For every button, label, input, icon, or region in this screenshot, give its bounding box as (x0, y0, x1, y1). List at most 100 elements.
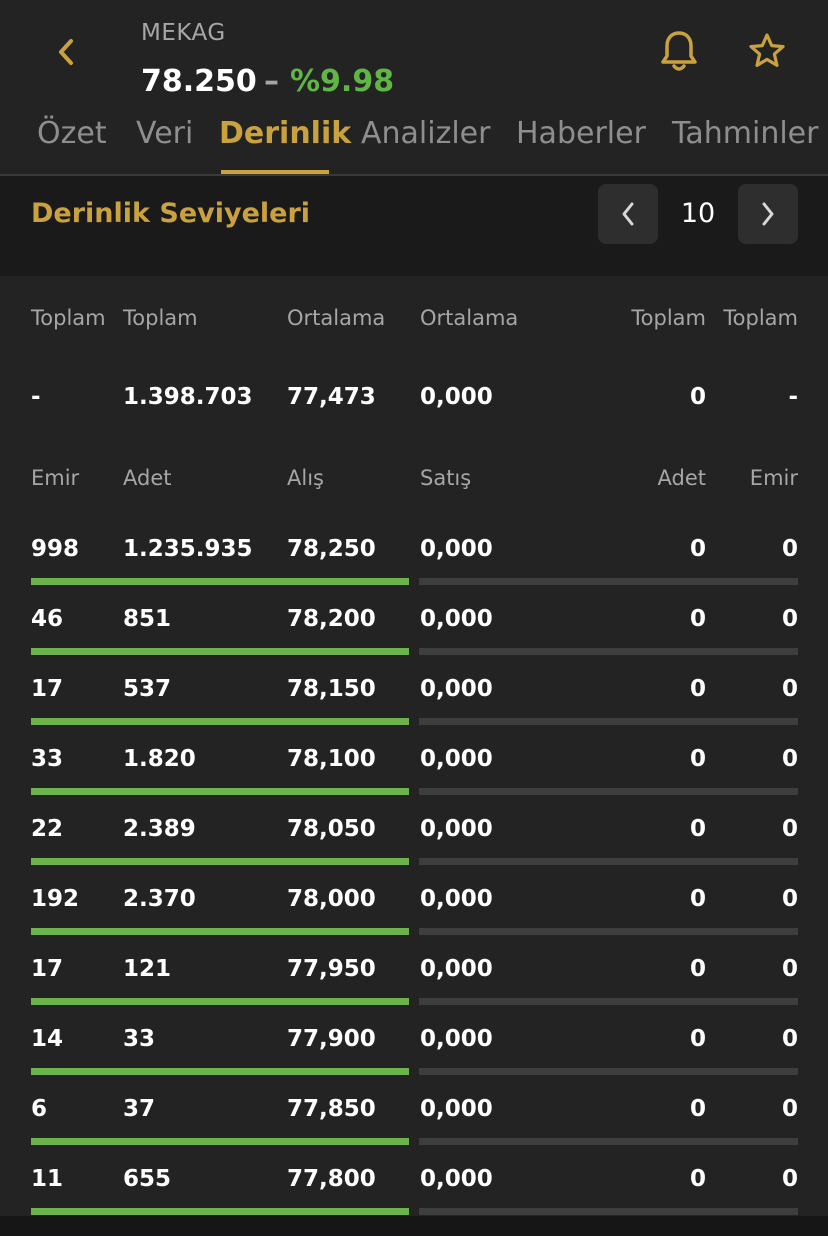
summary-avg-sell: 0,000 (420, 384, 493, 410)
sell-qty: 0 (689, 956, 706, 982)
sell-volume-bar (419, 998, 798, 1005)
sell-volume-bar (419, 1138, 798, 1145)
summary-header-total-orders-buy: Toplam (31, 306, 106, 330)
sell-qty: 0 (689, 606, 706, 632)
sell-orders: 0 (781, 746, 798, 772)
tab-analizler[interactable]: Analizler (361, 116, 491, 151)
buy-qty: 851 (123, 606, 172, 632)
buy-volume-bar (31, 718, 409, 725)
tab-veri[interactable]: Veri (136, 116, 194, 151)
buy-volume-bar (31, 788, 409, 795)
sell-price: 0,000 (420, 1026, 493, 1052)
sell-qty: 0 (689, 746, 706, 772)
sell-orders: 0 (781, 676, 798, 702)
buy-volume-bar (31, 1138, 409, 1145)
chevron-right-icon (762, 202, 774, 226)
active-tab-indicator (221, 170, 329, 174)
tab-derinlik[interactable]: Derinlik (219, 116, 352, 151)
buy-price: 77,800 (287, 1166, 376, 1192)
column-header-sell-orders: Emir (749, 466, 798, 490)
tab-tahminler[interactable]: Tahminler (672, 116, 819, 151)
sell-qty: 0 (689, 1096, 706, 1122)
sell-volume-bar (419, 718, 798, 725)
sell-price: 0,000 (420, 536, 493, 562)
sell-orders: 0 (781, 816, 798, 842)
tab-bar: Özet Veri Derinlik Analizler Haberler Ta… (0, 112, 828, 174)
sell-volume-bar (419, 578, 798, 585)
sell-volume-bar (419, 648, 798, 655)
chevron-left-icon (59, 39, 73, 65)
summary-total-qty-sell: 0 (689, 384, 706, 410)
sell-price: 0,000 (420, 1166, 493, 1192)
buy-qty: 121 (123, 956, 172, 982)
buy-qty: 2.370 (123, 886, 196, 912)
sell-orders: 0 (781, 886, 798, 912)
column-header-sell-price: Satış (420, 466, 472, 490)
buy-qty: 1.235.935 (123, 536, 253, 562)
sell-qty: 0 (689, 536, 706, 562)
buy-volume-bar (31, 648, 409, 655)
sell-volume-bar (419, 788, 798, 795)
sell-volume-bar (419, 928, 798, 935)
back-button[interactable] (46, 32, 86, 72)
buy-qty: 37 (123, 1096, 156, 1122)
sell-volume-bar (419, 858, 798, 865)
sell-qty: 0 (689, 1026, 706, 1052)
summary-header-total-qty-buy: Toplam (123, 306, 198, 330)
buy-price: 78,000 (287, 886, 376, 912)
star-icon (749, 33, 785, 68)
buy-price: 78,200 (287, 606, 376, 632)
buy-qty: 2.389 (123, 816, 196, 842)
sell-qty: 0 (689, 816, 706, 842)
sell-orders: 0 (781, 1166, 798, 1192)
buy-volume-bar (31, 1068, 409, 1075)
buy-orders: 33 (31, 746, 64, 772)
buy-price: 78,250 (287, 536, 376, 562)
summary-header-avg-buy: Ortalama (287, 306, 386, 330)
buy-qty: 33 (123, 1026, 156, 1052)
summary-total-orders-buy: - (31, 384, 41, 410)
sell-price: 0,000 (420, 676, 493, 702)
sell-qty: 0 (689, 886, 706, 912)
buy-orders: 998 (31, 536, 80, 562)
sell-price: 0,000 (420, 886, 493, 912)
summary-header-avg-sell: Ortalama (420, 306, 519, 330)
column-header-buy-qty: Adet (123, 466, 172, 490)
buy-orders: 14 (31, 1026, 64, 1052)
level-increase-button[interactable] (738, 184, 798, 244)
buy-volume-bar (31, 998, 409, 1005)
favorite-button[interactable] (744, 28, 790, 74)
buy-volume-bar (31, 1208, 409, 1215)
sell-orders: 0 (781, 1096, 798, 1122)
sell-orders: 0 (781, 1026, 798, 1052)
buy-qty: 537 (123, 676, 172, 702)
buy-price: 77,850 (287, 1096, 376, 1122)
tab-haberler[interactable]: Haberler (516, 116, 646, 151)
level-decrease-button[interactable] (598, 184, 658, 244)
sell-volume-bar (419, 1068, 798, 1075)
sell-orders: 0 (781, 606, 798, 632)
stock-price: 78.250 (141, 64, 257, 99)
column-header-sell-qty: Adet (657, 466, 706, 490)
price-change: %9.98 (290, 64, 395, 99)
sell-price: 0,000 (420, 606, 493, 632)
summary-avg-buy: 77,473 (287, 384, 376, 410)
column-header-buy-price: Alış (287, 466, 324, 490)
depth-table: Toplam Toplam Ortalama Ortalama Toplam T… (0, 276, 828, 1216)
buy-price: 78,050 (287, 816, 376, 842)
sell-price: 0,000 (420, 746, 493, 772)
buy-price: 78,100 (287, 746, 376, 772)
alarm-button[interactable] (656, 28, 702, 74)
column-header-buy-orders: Emir (31, 466, 80, 490)
summary-total-orders-sell: - (788, 384, 798, 410)
buy-qty: 655 (123, 1166, 172, 1192)
bell-icon (661, 31, 697, 71)
buy-volume-bar (31, 858, 409, 865)
tab-ozet[interactable]: Özet (37, 116, 107, 151)
buy-volume-bar (31, 578, 409, 585)
section-title: Derinlik Seviyeleri (31, 198, 311, 229)
sell-qty: 0 (689, 676, 706, 702)
sell-orders: 0 (781, 536, 798, 562)
sell-price: 0,000 (420, 816, 493, 842)
buy-orders: 17 (31, 676, 64, 702)
